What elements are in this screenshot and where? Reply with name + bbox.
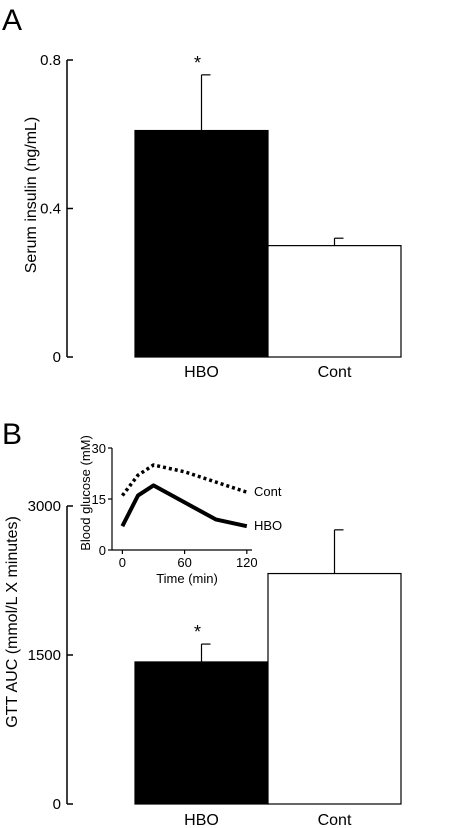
inset-x-tick-label: 60 — [177, 555, 191, 570]
panel-b-y-tick-label: 0 — [53, 796, 61, 813]
inset-line-cont — [120, 463, 248, 497]
panel-b-bars: * — [134, 529, 402, 805]
panel-a-y-ticks: 0 0.4 0.8 — [40, 52, 73, 366]
panel-b-bar-hbo — [134, 661, 269, 805]
panel-b-category-label: HBO — [184, 812, 219, 828]
inset-line-hbo — [120, 483, 248, 529]
panel-a-y-tick-label: 0.4 — [40, 201, 61, 218]
inset-series-label-hbo: HBO — [254, 518, 282, 533]
inset-y-axis-title: Blood glucose (mM) — [78, 435, 93, 551]
panel-b-category-label: Cont — [318, 812, 352, 828]
panel-a-significance-marker: * — [194, 53, 201, 73]
panel-b-y-ticks: 0 1500 3000 — [28, 498, 73, 813]
panel-a-y-axis-title: Serum insulin (ng/mL) — [23, 117, 40, 274]
panel-b-category-labels: HBO Cont — [184, 812, 352, 828]
panel-b-y-tick-label: 1500 — [28, 647, 61, 664]
inset-y-tick-label: 0 — [99, 543, 106, 558]
panel-a: A Serum insulin (ng/mL) 0 0.4 0.8 * HBO Con… — [2, 4, 402, 381]
panel-b-bar-cont — [267, 572, 402, 805]
panel-a-bar-hbo — [134, 129, 269, 358]
inset-series: Cont HBO — [120, 463, 282, 533]
inset-x-tick-label: 120 — [236, 555, 258, 570]
inset-y-tick-label: 30 — [92, 441, 106, 456]
inset-series-label-cont: Cont — [254, 484, 282, 499]
panel-b-y-axis-title: GTT AUC (mmol/L X minutes) — [4, 516, 21, 728]
panel-a-category-label: HBO — [184, 364, 219, 381]
panel-a-y-tick-label: 0 — [53, 349, 61, 366]
inset-axes: 0 15 30 0 60 120 — [92, 441, 258, 570]
panel-a-letter: A — [2, 4, 22, 37]
panel-a-category-label: Cont — [318, 364, 352, 381]
inset-line-chart: Blood glucose (mM) Time (min) 0 15 30 0 60 12… — [78, 435, 282, 586]
inset-y-tick-label: 15 — [92, 492, 106, 507]
inset-x-tick-label: 0 — [119, 555, 126, 570]
panel-a-category-labels: HBO Cont — [184, 364, 352, 381]
panel-a-bars: * — [134, 53, 402, 358]
panel-b-letter: B — [2, 418, 22, 451]
panel-a-y-tick-label: 0.8 — [40, 52, 61, 69]
panel-b-significance-marker: * — [194, 622, 201, 642]
inset-x-axis-title: Time (min) — [156, 571, 218, 586]
panel-a-bar-cont — [267, 245, 402, 358]
panel-b-y-tick-label: 3000 — [28, 498, 61, 515]
